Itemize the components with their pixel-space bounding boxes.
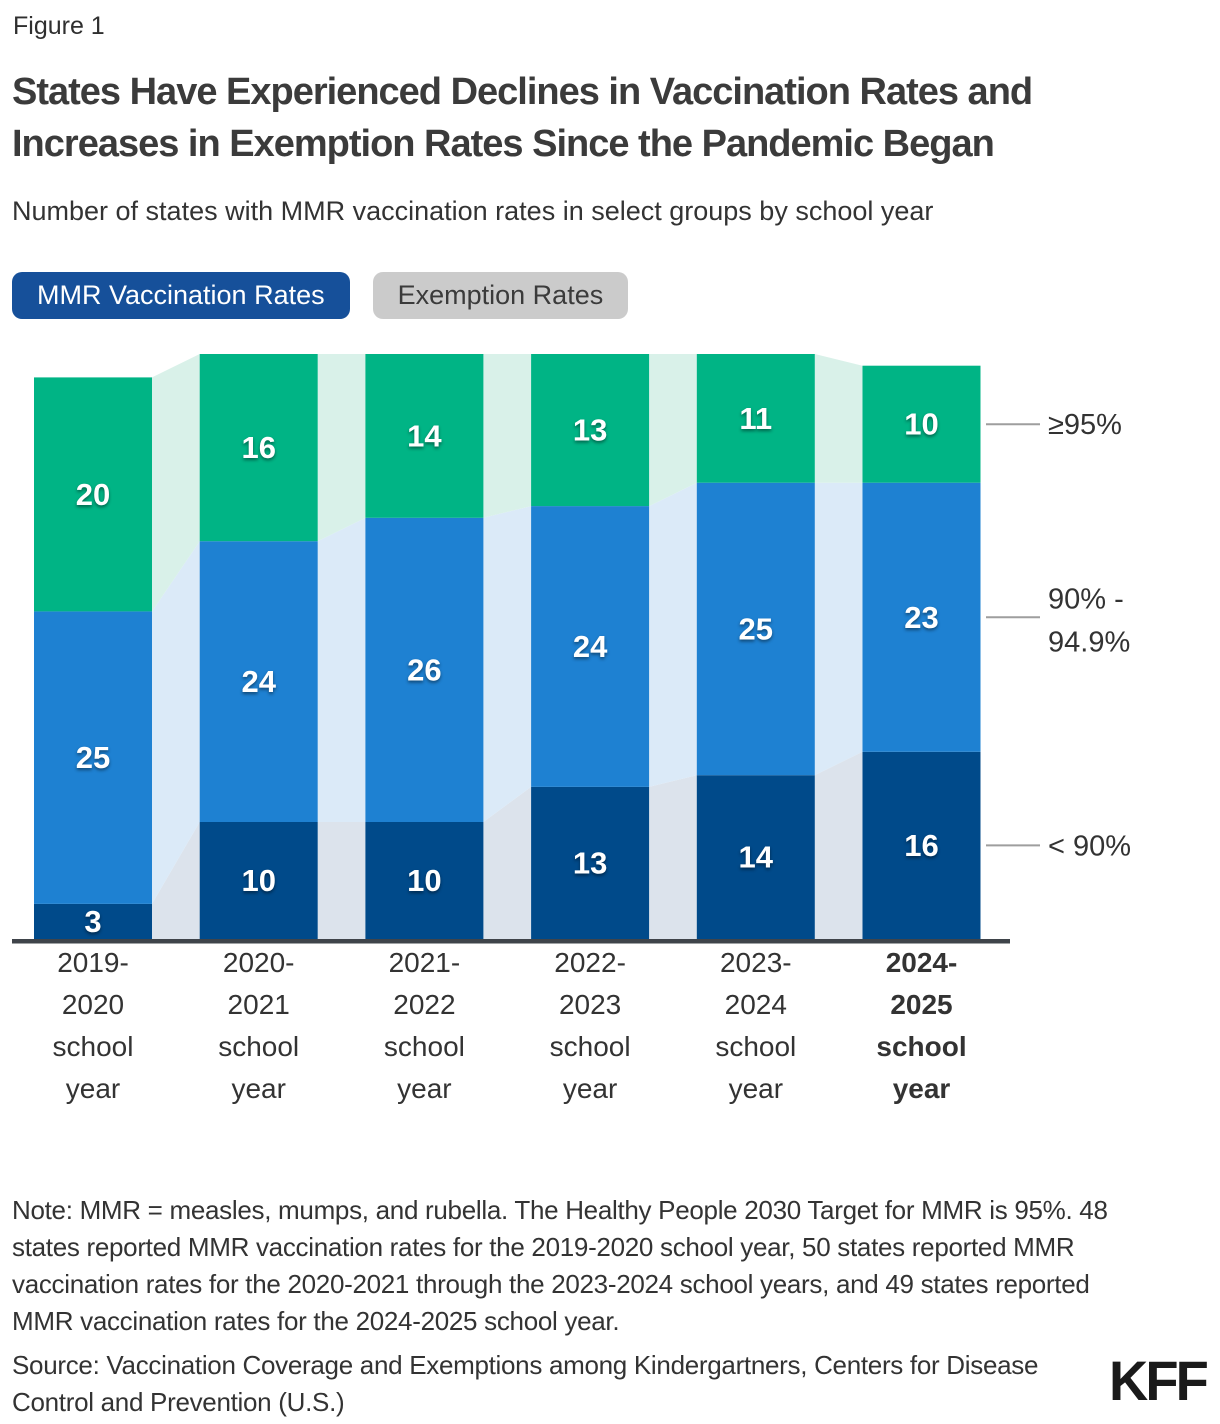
ribbon-< 90% [483, 786, 532, 939]
bar-value-label: 11 [739, 401, 772, 436]
ribbon-< 90% [649, 775, 697, 939]
bar-segment [862, 751, 981, 939]
x-axis-label: 2024- [886, 947, 958, 978]
page-title: States Have Experienced Declines in Vacc… [12, 71, 1033, 165]
ribbon-≥95% [649, 354, 697, 507]
x-axis-label: year [231, 1073, 285, 1104]
bar-value-label: 20 [76, 477, 110, 512]
page-subtitle: Number of states with MMR vaccination ra… [12, 196, 934, 226]
ribbon-≥95% [317, 354, 366, 542]
bar-segment [696, 354, 815, 483]
ribbon-< 90% [317, 822, 366, 939]
tab-exemption-rates[interactable]: Exemption Rates [372, 272, 629, 319]
x-axis-label: 2023 [559, 989, 621, 1020]
x-axis-label: 2023- [720, 947, 792, 978]
bar-segment [365, 822, 484, 939]
ribbon-90% - 94.9% [152, 541, 200, 904]
x-axis-label: 2021 [228, 989, 290, 1020]
segment-range-label: 94.9% [1048, 626, 1130, 658]
segment-range-label: ≥95% [1048, 409, 1122, 441]
x-axis-label: 2022- [554, 947, 626, 978]
ribbon-< 90% [814, 751, 863, 939]
bar-value-label: 13 [573, 845, 607, 880]
ribbon-≥95% [814, 354, 863, 483]
bar-segment [199, 541, 318, 822]
bar-segment [34, 903, 152, 939]
x-axis-label: 2025 [890, 989, 952, 1020]
chart-canvas: 3 25 20 10 24 16 10 26 14 13 24 13 14 25 11 16 23 10 2019-… [12, 354, 1131, 1104]
bar-value-label: 10 [241, 863, 275, 898]
bar-segment [862, 365, 981, 483]
kff-logo: KFF [1109, 1349, 1209, 1412]
bar-segment [696, 775, 815, 939]
bar-segment [365, 354, 484, 518]
x-axis-label: school [715, 1031, 796, 1062]
x-axis-label: school [218, 1031, 299, 1062]
bar-value-label: 10 [407, 863, 441, 898]
bar-segment [531, 786, 650, 939]
bar-value-label: 10 [904, 407, 938, 442]
bar-segment [531, 354, 650, 507]
bar-segment [365, 517, 484, 822]
x-axis-label: 2021- [389, 947, 461, 978]
x-axis-label: year [563, 1073, 617, 1104]
bar-segment [199, 822, 318, 939]
x-axis-label: school [384, 1031, 465, 1062]
bar-value-label: 25 [76, 740, 110, 775]
x-axis-label: 2019- [57, 947, 129, 978]
bar-value-label: 23 [904, 600, 938, 635]
x-axis-line [12, 939, 1010, 944]
ribbon-90% - 94.9% [649, 482, 697, 787]
bar-value-label: 13 [573, 413, 607, 448]
bar-value-label: 25 [739, 611, 773, 646]
tab-mmr-vaccination-rates[interactable]: MMR Vaccination Rates [12, 272, 350, 319]
bar-segment [531, 506, 650, 787]
bar-value-label: 26 [407, 652, 441, 687]
bar-value-label: 24 [241, 664, 276, 699]
x-axis-label: 2022 [393, 989, 455, 1020]
bar-segment [34, 377, 152, 612]
x-axis-label: year [893, 1073, 951, 1104]
bar-value-label: 16 [241, 430, 275, 465]
note-text: Note: MMR = measles, mumps, and rubella.… [12, 1195, 1108, 1336]
segment-range-label: 90% - [1048, 583, 1124, 615]
bar-value-label: 3 [84, 904, 101, 939]
bar-segment [696, 482, 815, 776]
segment-range-label: < 90% [1048, 830, 1131, 862]
bar-segment [862, 482, 981, 752]
x-axis-label: 2020- [223, 947, 295, 978]
x-axis-label: year [729, 1073, 783, 1104]
ribbon-90% - 94.9% [317, 517, 366, 822]
x-axis-label: 2020 [62, 989, 124, 1020]
figure-label: Figure 1 [13, 12, 105, 40]
source-text: Source: Vaccination Coverage and Exempti… [12, 1350, 1039, 1417]
x-axis-label: school [876, 1031, 966, 1062]
ribbon-90% - 94.9% [483, 506, 532, 822]
x-axis-label: year [397, 1073, 451, 1104]
x-axis-label: 2024 [725, 989, 787, 1020]
bar-segment [199, 354, 318, 542]
bar-value-label: 14 [407, 418, 442, 453]
x-axis-label: school [53, 1031, 134, 1062]
ribbon-< 90% [152, 822, 200, 939]
x-axis-label: school [550, 1031, 631, 1062]
ribbon-≥95% [483, 354, 532, 518]
ribbon-≥95% [152, 354, 200, 612]
x-axis-label: year [66, 1073, 120, 1104]
bar-segment [34, 611, 152, 904]
bar-value-label: 24 [573, 629, 608, 664]
bar-value-label: 16 [904, 828, 938, 863]
chart-tabs: MMR Vaccination Rates Exemption Rates [12, 272, 629, 319]
bar-value-label: 14 [739, 840, 774, 875]
ribbon-90% - 94.9% [814, 482, 863, 776]
